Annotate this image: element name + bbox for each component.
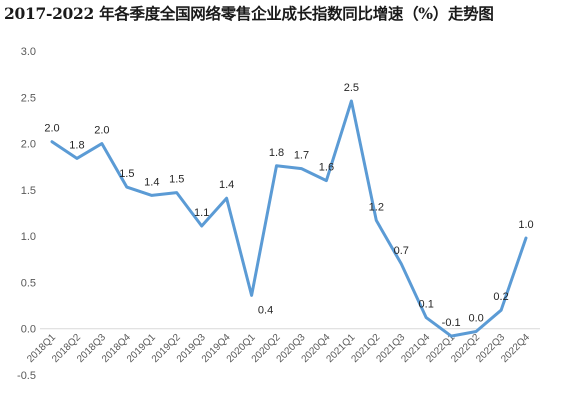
data-labels: 2.0 1.8 2.0 1.5 1.4 1.5 1.1 1.4 0.4 1.8 1.7 1.6 2.5 1… (44, 82, 533, 329)
data-label: 2.5 (344, 82, 359, 94)
data-label: 0.4 (258, 304, 273, 316)
data-label: 1.0 (518, 219, 533, 231)
data-label: 0.7 (394, 245, 409, 257)
x-axis-categories: 2018Q12018Q22018Q32018Q42019Q12019Q22019… (25, 332, 532, 365)
data-label: 1.6 (319, 162, 334, 174)
chart-title: 2017-2022 年各季度全国网络零售企业成长指数同比增速（%）走势图 (4, 4, 494, 23)
data-label: 1.8 (269, 147, 284, 159)
data-label: 1.5 (169, 174, 184, 186)
data-label: 1.7 (294, 150, 309, 162)
data-label: 2.0 (44, 123, 59, 135)
y-tick-label: 1.5 (21, 185, 36, 197)
data-label: 0.0 (468, 312, 483, 324)
series-line (50, 99, 528, 338)
y-tick-label: 3.0 (21, 46, 36, 58)
y-tick-label: 0.5 (21, 277, 36, 289)
data-label: 1.5 (119, 168, 134, 180)
y-tick-label: 0.0 (21, 324, 36, 336)
y-tick-label: 1.0 (21, 231, 36, 243)
data-label: 1.8 (69, 139, 84, 151)
y-tick-label: 2.0 (21, 139, 36, 151)
data-label: 2.0 (94, 125, 109, 137)
data-label: -0.1 (442, 317, 461, 329)
data-label: 1.2 (369, 201, 384, 213)
data-label: 1.1 (194, 207, 209, 219)
y-tick-label: -0.5 (17, 370, 36, 382)
y-axis-ticks: -0.5 0.0 0.5 1.0 1.5 2.0 2.5 3.0 (17, 46, 36, 382)
data-label: 1.4 (144, 176, 159, 188)
y-tick-label: 2.5 (21, 92, 36, 104)
x-category-label: 2022Q4 (499, 332, 532, 365)
data-label: 1.4 (219, 179, 234, 191)
data-label: 0.2 (493, 291, 508, 303)
data-label: 0.1 (419, 299, 434, 311)
